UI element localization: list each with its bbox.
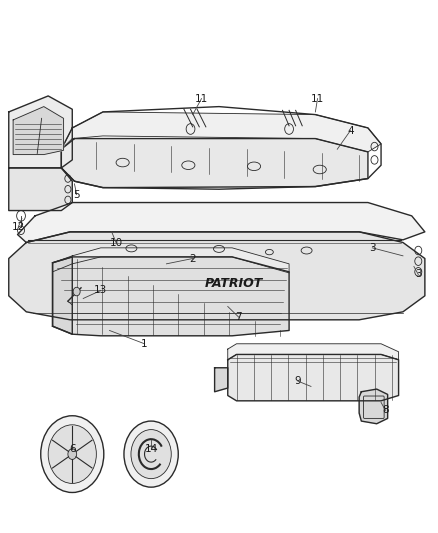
Circle shape bbox=[41, 416, 104, 492]
Text: 5: 5 bbox=[73, 190, 80, 199]
Polygon shape bbox=[9, 232, 425, 320]
Circle shape bbox=[131, 430, 171, 479]
Text: 3: 3 bbox=[369, 243, 376, 253]
Polygon shape bbox=[359, 389, 388, 424]
Polygon shape bbox=[13, 107, 64, 155]
Text: 8: 8 bbox=[382, 406, 389, 415]
Polygon shape bbox=[228, 344, 399, 360]
Text: PATRIOT: PATRIOT bbox=[205, 277, 263, 290]
Text: 4: 4 bbox=[347, 126, 354, 135]
Text: 7: 7 bbox=[235, 312, 242, 322]
Text: 11: 11 bbox=[195, 94, 208, 103]
Circle shape bbox=[124, 421, 178, 487]
Circle shape bbox=[68, 449, 77, 459]
Text: 9: 9 bbox=[294, 376, 301, 386]
Text: 11: 11 bbox=[311, 94, 324, 103]
Text: 14: 14 bbox=[145, 444, 158, 454]
Text: 6: 6 bbox=[69, 444, 76, 454]
Text: 1: 1 bbox=[141, 339, 148, 349]
Polygon shape bbox=[228, 354, 399, 401]
Text: 12: 12 bbox=[12, 222, 25, 231]
Polygon shape bbox=[53, 257, 289, 336]
Polygon shape bbox=[61, 139, 368, 188]
Polygon shape bbox=[9, 96, 72, 168]
Text: 2: 2 bbox=[189, 254, 196, 263]
Polygon shape bbox=[9, 168, 72, 211]
Text: 3: 3 bbox=[415, 270, 422, 279]
Text: 13: 13 bbox=[94, 286, 107, 295]
Text: 10: 10 bbox=[110, 238, 123, 247]
Polygon shape bbox=[215, 368, 228, 392]
Polygon shape bbox=[53, 248, 289, 273]
Polygon shape bbox=[53, 257, 72, 334]
Circle shape bbox=[73, 287, 80, 296]
Polygon shape bbox=[18, 203, 425, 243]
Polygon shape bbox=[61, 112, 381, 152]
Circle shape bbox=[48, 425, 96, 483]
